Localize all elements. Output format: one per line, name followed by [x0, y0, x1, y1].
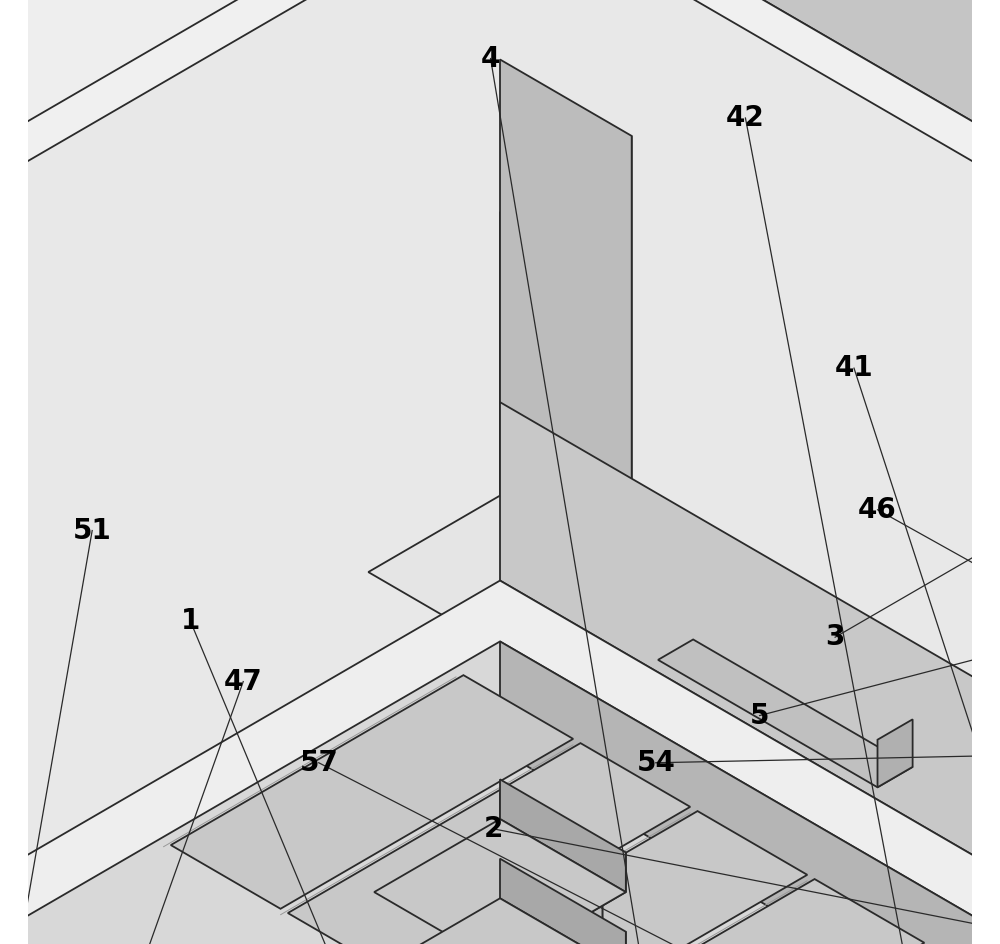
Text: 54: 54 — [636, 749, 675, 777]
Text: 5: 5 — [750, 701, 769, 730]
Polygon shape — [500, 793, 602, 944]
Polygon shape — [500, 453, 1000, 944]
Polygon shape — [500, 136, 632, 649]
Polygon shape — [374, 819, 626, 944]
Polygon shape — [658, 639, 913, 787]
Polygon shape — [500, 0, 1000, 532]
Polygon shape — [368, 496, 632, 649]
Polygon shape — [171, 675, 573, 909]
Polygon shape — [405, 811, 807, 944]
Polygon shape — [0, 581, 1000, 944]
Polygon shape — [500, 852, 626, 944]
Polygon shape — [878, 719, 913, 787]
Text: 42: 42 — [726, 104, 765, 132]
Polygon shape — [374, 899, 626, 944]
Polygon shape — [500, 453, 1000, 944]
Polygon shape — [500, 641, 1000, 944]
Polygon shape — [500, 852, 602, 944]
Polygon shape — [500, 402, 1000, 944]
Polygon shape — [500, 780, 626, 892]
Polygon shape — [500, 59, 632, 572]
Text: 4: 4 — [481, 44, 500, 73]
Text: 47: 47 — [224, 667, 263, 696]
Text: 2: 2 — [484, 815, 503, 843]
Text: 57: 57 — [299, 749, 338, 777]
Polygon shape — [500, 859, 626, 944]
Polygon shape — [0, 641, 1000, 944]
Text: 3: 3 — [825, 623, 845, 651]
Text: 1: 1 — [181, 607, 200, 635]
Polygon shape — [500, 0, 1000, 612]
Text: 46: 46 — [858, 496, 897, 524]
Polygon shape — [500, 932, 626, 944]
Polygon shape — [288, 743, 690, 944]
Polygon shape — [522, 879, 924, 944]
Text: 41: 41 — [835, 354, 873, 382]
Text: 51: 51 — [73, 516, 112, 545]
